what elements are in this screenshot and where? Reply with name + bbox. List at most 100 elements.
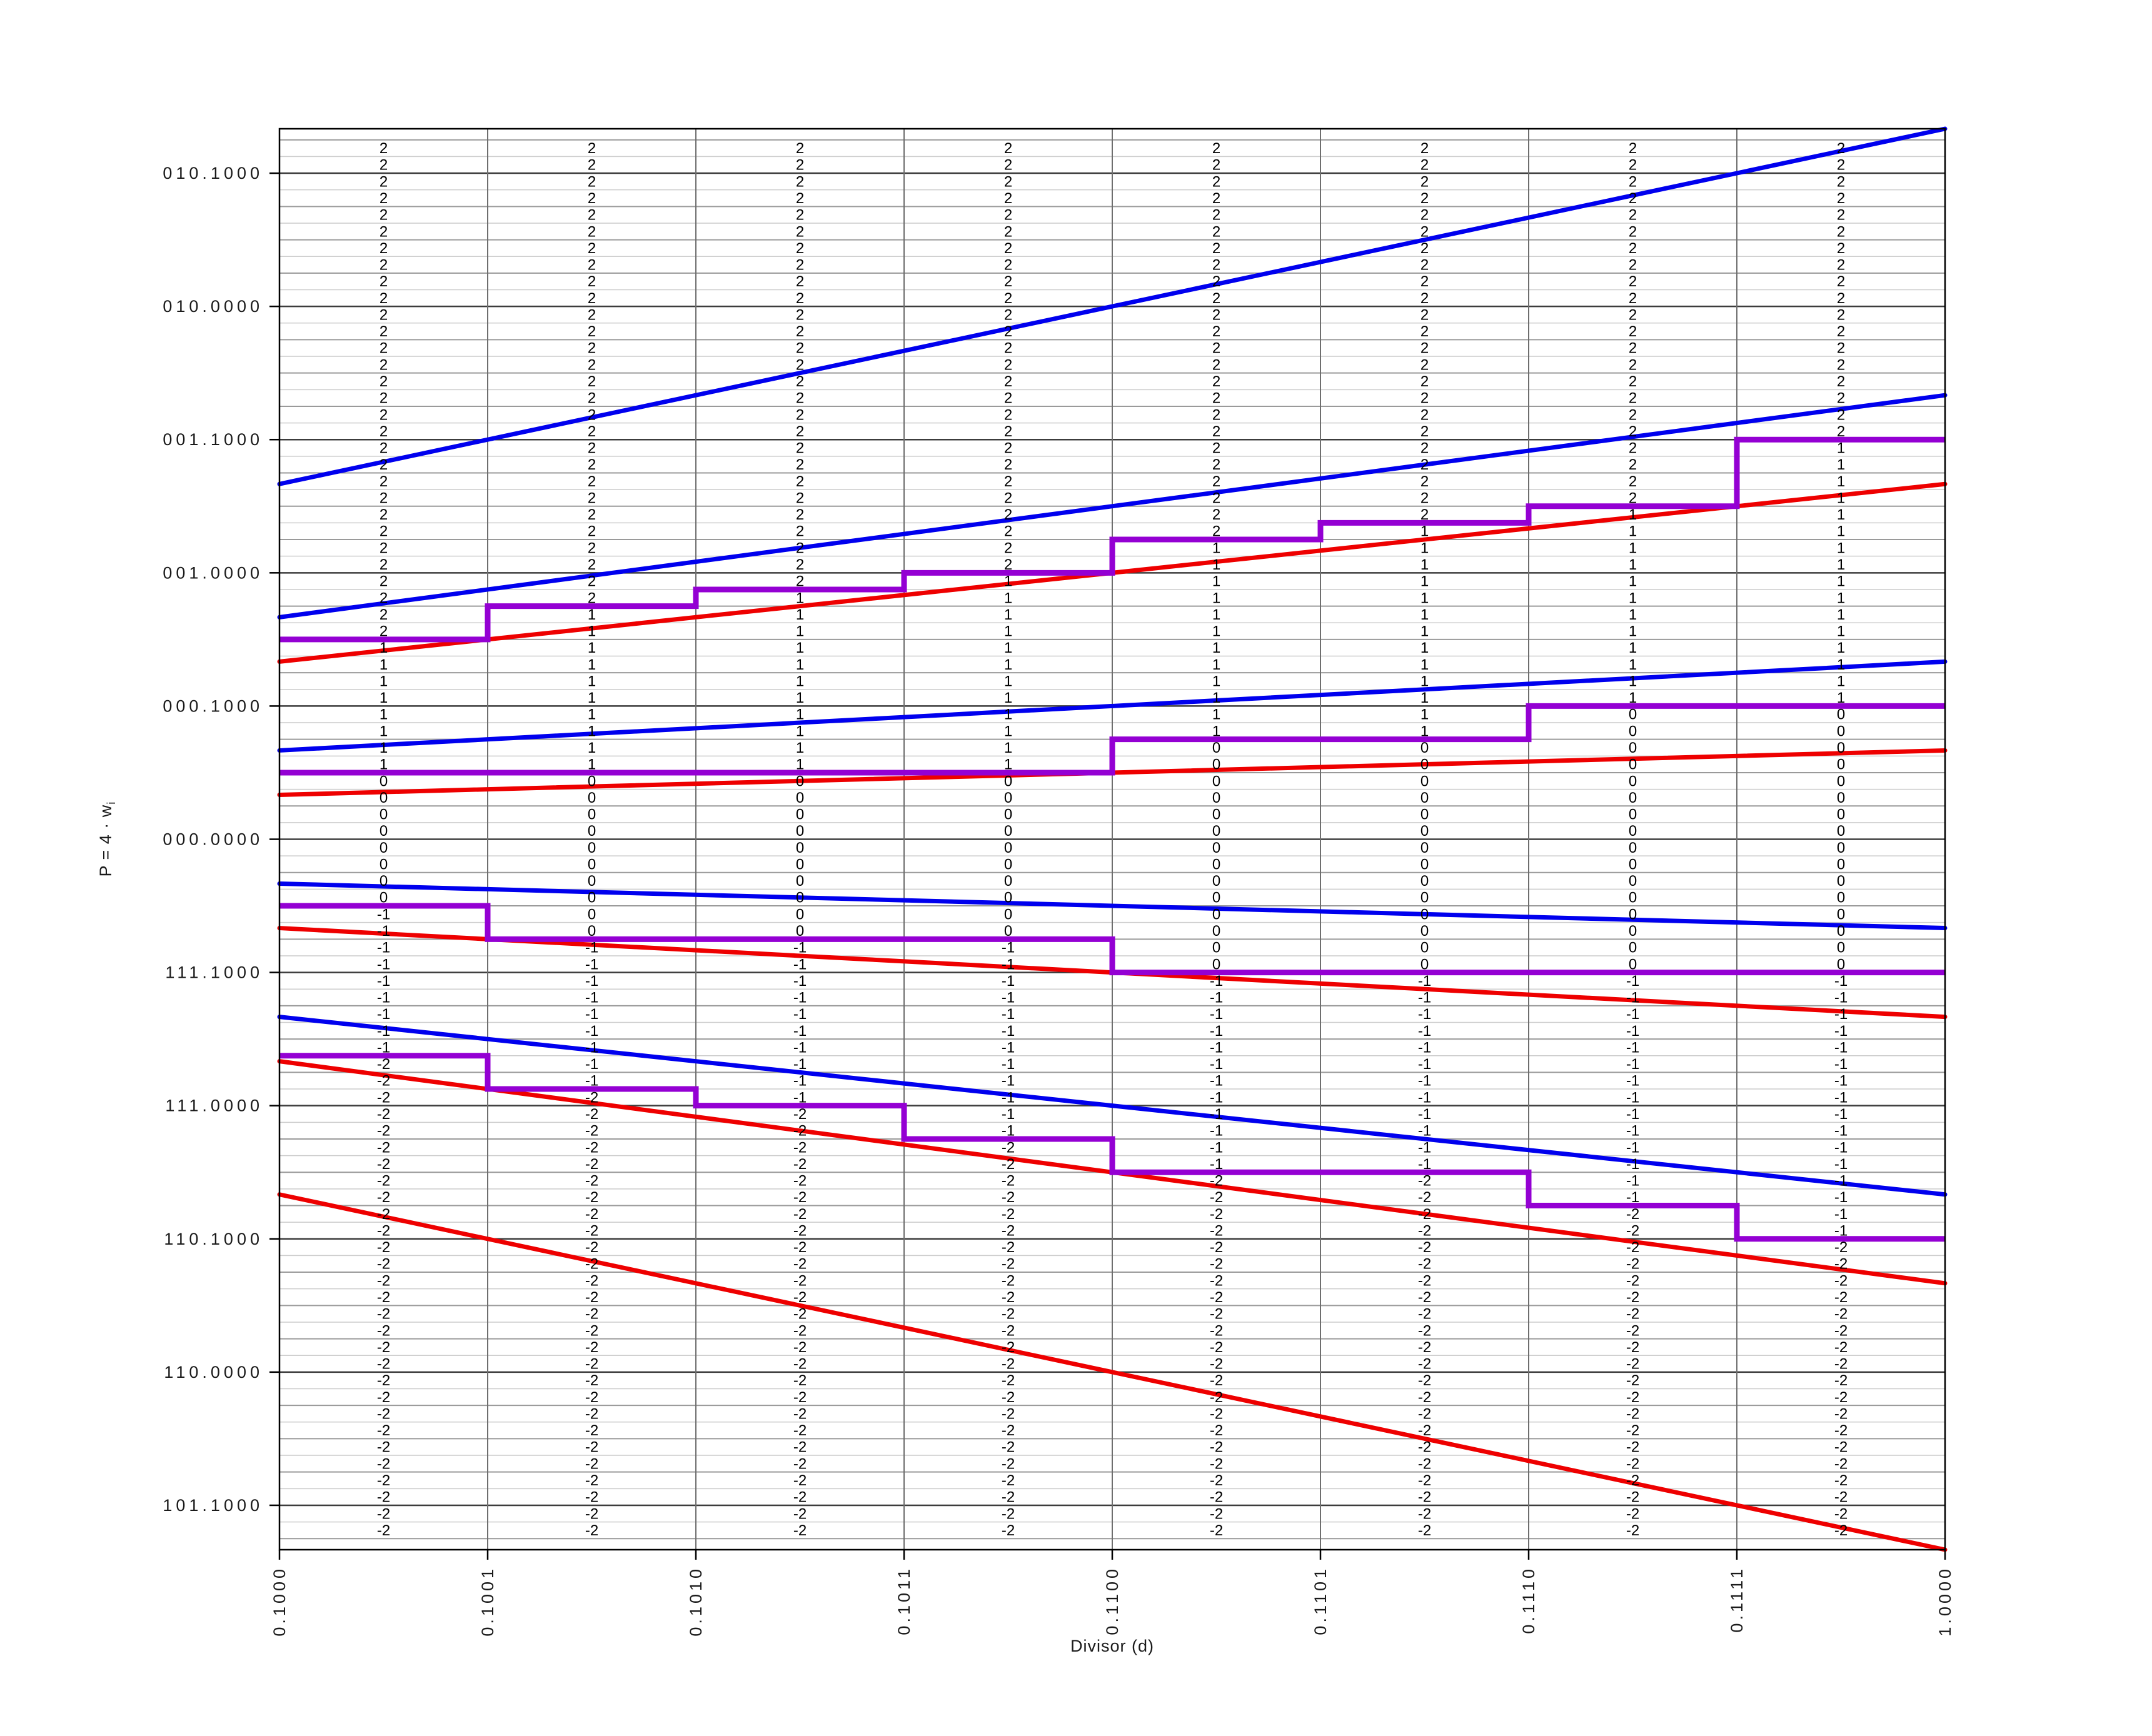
quotient-digit-cell: 2 xyxy=(796,306,804,323)
quotient-digit-cell: 2 xyxy=(1629,257,1637,274)
quotient-digit-cell: 0 xyxy=(1212,956,1220,973)
quotient-digit-cell: -2 xyxy=(1418,1489,1431,1506)
quotient-digit-cell: 2 xyxy=(588,306,596,323)
quotient-digit-cell: -1 xyxy=(1210,1123,1223,1140)
quotient-digit-cell: 1 xyxy=(1212,606,1220,623)
quotient-digit-cell: 2 xyxy=(588,506,596,523)
quotient-digit-cell: 1 xyxy=(588,740,596,756)
quotient-digit-cell: 1 xyxy=(1629,673,1637,690)
quotient-digit-cell: -2 xyxy=(1210,1189,1223,1206)
quotient-digit-cell: -1 xyxy=(1418,1023,1431,1040)
bound-line-L-2 xyxy=(277,1192,1948,1552)
quotient-digit-cell: 2 xyxy=(380,273,388,290)
quotient-digit-cell: -2 xyxy=(1210,1272,1223,1289)
quotient-digit-cell: -2 xyxy=(793,1339,807,1356)
quotient-digit-cell: 2 xyxy=(1004,190,1012,207)
quotient-digit-cell: -1 xyxy=(1002,1006,1015,1023)
quotient-digit-cell: 0 xyxy=(1212,906,1220,923)
quotient-digit-cell: -2 xyxy=(1210,1222,1223,1239)
upper-bound-lines xyxy=(277,126,1948,1197)
quotient-digit-cell: -2 xyxy=(1626,1372,1639,1389)
quotient-digit-cell: -2 xyxy=(1418,1472,1431,1489)
quotient-digit-cell: -1 xyxy=(1626,1056,1639,1073)
quotient-digit-cell: 0 xyxy=(1837,923,1845,940)
quotient-digit-cell: 1 xyxy=(588,723,596,740)
quotient-digit-cell: 2 xyxy=(1420,340,1429,357)
quotient-digit-cell: -2 xyxy=(1418,1189,1431,1206)
quotient-digit-cell: -2 xyxy=(1418,1256,1431,1273)
quotient-digit-cell: 1 xyxy=(380,673,388,690)
quotient-digit-cell: 1 xyxy=(588,606,596,623)
quotient-digit-cell: -2 xyxy=(1002,1256,1015,1273)
quotient-digit-cell: -2 xyxy=(1002,1156,1015,1173)
quotient-digit-cell: 2 xyxy=(1420,489,1429,506)
quotient-digit-cell: 0 xyxy=(796,823,804,840)
quotient-digit-cell: 1 xyxy=(1629,506,1637,523)
quotient-digit-cell: -1 xyxy=(1002,1023,1015,1040)
quotient-digit-cell: 0 xyxy=(796,790,804,806)
quotient-digit-cell: 1 xyxy=(1837,573,1845,590)
quotient-digit-cell: 2 xyxy=(588,440,596,457)
quotient-digit-cell: 2 xyxy=(1212,456,1220,473)
quotient-digit-cell: -2 xyxy=(793,1289,807,1306)
quotient-digit-cell: -2 xyxy=(1626,1505,1639,1522)
quotient-digit-cell: 2 xyxy=(1629,340,1637,357)
quotient-digit-cell: 2 xyxy=(1212,223,1220,240)
bound-line-U1 xyxy=(277,393,1948,620)
quotient-digit-cell: 2 xyxy=(796,323,804,340)
quotient-digit-cell: -2 xyxy=(585,1256,598,1273)
quotient-digit-cell: -1 xyxy=(585,1073,598,1090)
quotient-digit-cell: -2 xyxy=(377,1272,390,1289)
quotient-digit-cell: 1 xyxy=(1837,473,1845,490)
quotient-digit-cell: 1 xyxy=(1837,523,1845,540)
quotient-digit-cell: -2 xyxy=(585,1356,598,1373)
quotient-digit-cell: -2 xyxy=(1210,1339,1223,1356)
quotient-digit-cell: 1 xyxy=(1629,573,1637,590)
quotient-digit-cell: 0 xyxy=(1212,856,1220,873)
quotient-digit-cell: 2 xyxy=(1004,489,1012,506)
quotient-digit-cell: 2 xyxy=(380,173,388,190)
quotient-digit-cell: 0 xyxy=(1837,956,1845,973)
quotient-digit-cell: -1 xyxy=(1834,973,1848,990)
staircase-m_neg1 xyxy=(279,1053,1945,1242)
quotient-digit-cell: -2 xyxy=(793,1189,807,1206)
quotient-digit-cell: 0 xyxy=(1004,923,1012,940)
quotient-digit-cell: -2 xyxy=(377,1206,390,1223)
quotient-digit-cell: 2 xyxy=(380,539,388,556)
quotient-digit-cell: -2 xyxy=(793,1239,807,1256)
quotient-digit-cell: 2 xyxy=(1420,373,1429,390)
quotient-digit-cell: 2 xyxy=(1420,140,1429,157)
quotient-digit-cell: 2 xyxy=(1629,306,1637,323)
quotient-digit-cell: -2 xyxy=(1210,1505,1223,1522)
quotient-digit-cell: 1 xyxy=(1004,606,1012,623)
quotient-digit-cell: -1 xyxy=(585,956,598,973)
quotient-digit-cell: -2 xyxy=(1002,1239,1015,1256)
quotient-digit-cell: 2 xyxy=(588,190,596,207)
quotient-digit-cell: 2 xyxy=(1212,257,1220,274)
quotient-digit-cell: 2 xyxy=(588,473,596,490)
quotient-digit-cell: -2 xyxy=(793,1405,807,1422)
quotient-digit-cell: -2 xyxy=(793,1106,807,1123)
quotient-digit-cell: 2 xyxy=(1004,257,1012,274)
quotient-digit-cell: 0 xyxy=(588,890,596,906)
quotient-digit-cell: -2 xyxy=(377,1405,390,1422)
quotient-digit-cell: 1 xyxy=(1420,723,1429,740)
quotient-digit-cell: -2 xyxy=(1626,1289,1639,1306)
quotient-digit-cell: -1 xyxy=(1002,973,1015,990)
quotient-digit-cell: -2 xyxy=(1418,1239,1431,1256)
x-tick-label: 0.1010 xyxy=(686,1566,705,1637)
quotient-digit-cell: -2 xyxy=(585,1339,598,1356)
quotient-digit-cell: 1 xyxy=(1420,523,1429,540)
quotient-digit-cell: 0 xyxy=(1420,790,1429,806)
quotient-digit-cell: 2 xyxy=(588,273,596,290)
quotient-digit-cell: 1 xyxy=(1212,673,1220,690)
quotient-digit-cell: -2 xyxy=(1210,1389,1223,1406)
quotient-digit-cell: 2 xyxy=(588,140,596,157)
quotient-digit-cell: -2 xyxy=(1418,1206,1431,1223)
quotient-digit-cell: -1 xyxy=(377,990,390,1006)
quotient-digit-cell: 2 xyxy=(380,623,388,640)
y-tick-label: 110.1000 xyxy=(164,1230,263,1248)
quotient-digit-cell: -2 xyxy=(585,1189,598,1206)
quotient-digit-cell: 2 xyxy=(1629,406,1637,423)
